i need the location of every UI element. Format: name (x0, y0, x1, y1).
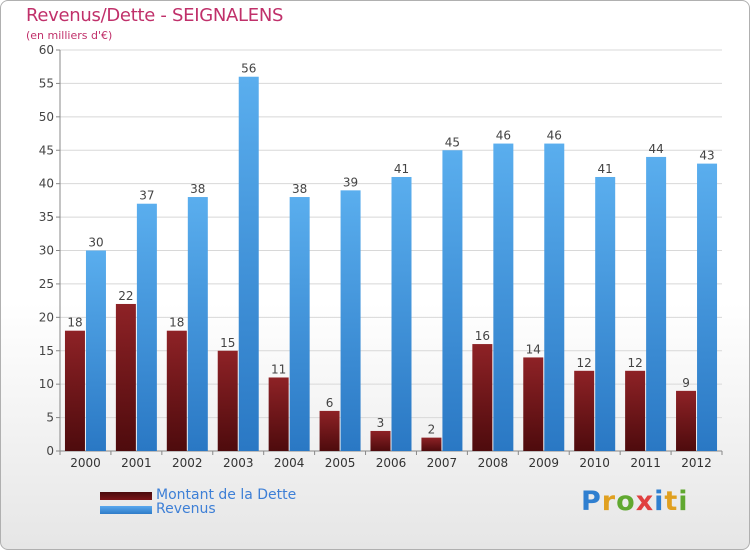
bar-revenus-2008 (493, 143, 514, 452)
legend-swatch-revenus (100, 506, 152, 514)
ytick-label-60: 60 (39, 43, 54, 57)
data-label-revenus-2005: 39 (343, 175, 358, 189)
data-label-dette-2008: 16 (475, 329, 490, 343)
bar-revenus-2009 (544, 143, 565, 452)
xtick-label-2006: 2006 (376, 456, 407, 470)
proxiti-logo: Proxiti (581, 486, 689, 517)
data-label-revenus-2007: 45 (445, 135, 460, 149)
xtick-label-2001: 2001 (121, 456, 152, 470)
ytick-label-25: 25 (39, 277, 54, 291)
data-label-dette-2002: 18 (169, 316, 184, 330)
bar-revenus-2001 (136, 203, 157, 451)
ytick-label-5: 5 (46, 411, 54, 425)
data-label-revenus-2004: 38 (292, 182, 307, 196)
bar-dette-2012 (676, 390, 697, 451)
bar-revenus-2004 (289, 197, 310, 451)
bar-revenus-2002 (187, 197, 208, 451)
data-label-dette-2001: 22 (118, 289, 133, 303)
ytick-label-45: 45 (39, 143, 54, 157)
xtick-label-2007: 2007 (427, 456, 458, 470)
logo-letter: r (601, 486, 617, 517)
bar-revenus-2007 (442, 150, 463, 451)
data-label-dette-2000: 18 (67, 316, 82, 330)
ytick-label-15: 15 (39, 344, 54, 358)
ytick-label-35: 35 (39, 210, 54, 224)
bar-revenus-2010 (595, 176, 616, 451)
legend-swatch-dette (100, 492, 152, 500)
bar-dette-2002 (166, 330, 187, 451)
logo-letter: t (664, 486, 679, 517)
data-label-dette-2009: 14 (526, 342, 541, 356)
bar-dette-2004 (268, 377, 289, 451)
chart-title: Revenus/Dette - SEIGNALENS (26, 5, 284, 26)
xtick-label-2011: 2011 (630, 456, 661, 470)
bar-dette-2010 (574, 370, 595, 451)
bar-dette-2008 (472, 344, 493, 451)
data-label-dette-2011: 12 (627, 356, 642, 370)
data-label-dette-2005: 6 (326, 396, 334, 410)
logo-letter: x (635, 486, 655, 517)
xtick-label-2002: 2002 (172, 456, 203, 470)
bar-dette-2007 (421, 437, 442, 451)
data-label-revenus-2000: 30 (88, 236, 103, 250)
data-label-dette-2003: 15 (220, 336, 235, 350)
bar-revenus-2006 (391, 176, 412, 451)
ytick-label-10: 10 (39, 377, 54, 391)
data-label-dette-2012: 9 (682, 376, 690, 390)
data-label-revenus-2011: 44 (648, 142, 663, 156)
chart-subtitle: (en milliers d'€) (26, 29, 113, 42)
ytick-label-30: 30 (39, 244, 54, 258)
data-label-revenus-2012: 43 (699, 149, 714, 163)
xtick-label-2005: 2005 (325, 456, 356, 470)
data-label-dette-2007: 2 (428, 423, 436, 437)
xtick-label-2010: 2010 (579, 456, 610, 470)
legend-label-dette: Montant de la Dette (156, 487, 297, 503)
data-label-revenus-2009: 46 (547, 129, 562, 143)
xtick-label-2004: 2004 (274, 456, 305, 470)
xtick-label-2012: 2012 (681, 456, 712, 470)
ytick-label-50: 50 (39, 110, 54, 124)
bar-revenus-2011 (646, 156, 667, 451)
logo-letter: i (678, 486, 689, 517)
bar-revenus-2003 (238, 76, 259, 451)
data-label-revenus-2002: 38 (190, 182, 205, 196)
logo-letter: i (654, 486, 665, 517)
bar-dette-2011 (625, 370, 646, 451)
bar-dette-2009 (523, 357, 544, 451)
bar-revenus-2012 (697, 163, 718, 451)
legend-label-revenus: Revenus (156, 501, 216, 517)
bar-dette-2003 (217, 350, 238, 451)
data-label-revenus-2008: 46 (496, 129, 511, 143)
xtick-label-2003: 2003 (223, 456, 254, 470)
data-label-revenus-2001: 37 (139, 189, 154, 203)
data-label-dette-2010: 12 (577, 356, 592, 370)
bar-dette-2005 (319, 410, 340, 451)
data-label-revenus-2003: 56 (241, 62, 256, 76)
logo-letter: P (581, 486, 602, 517)
xtick-label-2008: 2008 (478, 456, 509, 470)
bar-revenus-2005 (340, 190, 361, 451)
ytick-label-20: 20 (39, 310, 54, 324)
bar-dette-2001 (115, 303, 136, 451)
ytick-label-40: 40 (39, 177, 54, 191)
xtick-label-2009: 2009 (528, 456, 559, 470)
ytick-label-55: 55 (39, 76, 54, 90)
data-label-dette-2006: 3 (377, 416, 385, 430)
bar-revenus-2000 (85, 250, 106, 451)
data-label-revenus-2006: 41 (394, 162, 409, 176)
xtick-label-2000: 2000 (70, 456, 101, 470)
data-label-dette-2004: 11 (271, 362, 286, 376)
bar-dette-2006 (370, 430, 391, 451)
bar-dette-2000 (64, 330, 85, 451)
ytick-label-0: 0 (46, 444, 54, 458)
logo-letter: o (616, 486, 636, 517)
data-label-revenus-2010: 41 (598, 162, 613, 176)
